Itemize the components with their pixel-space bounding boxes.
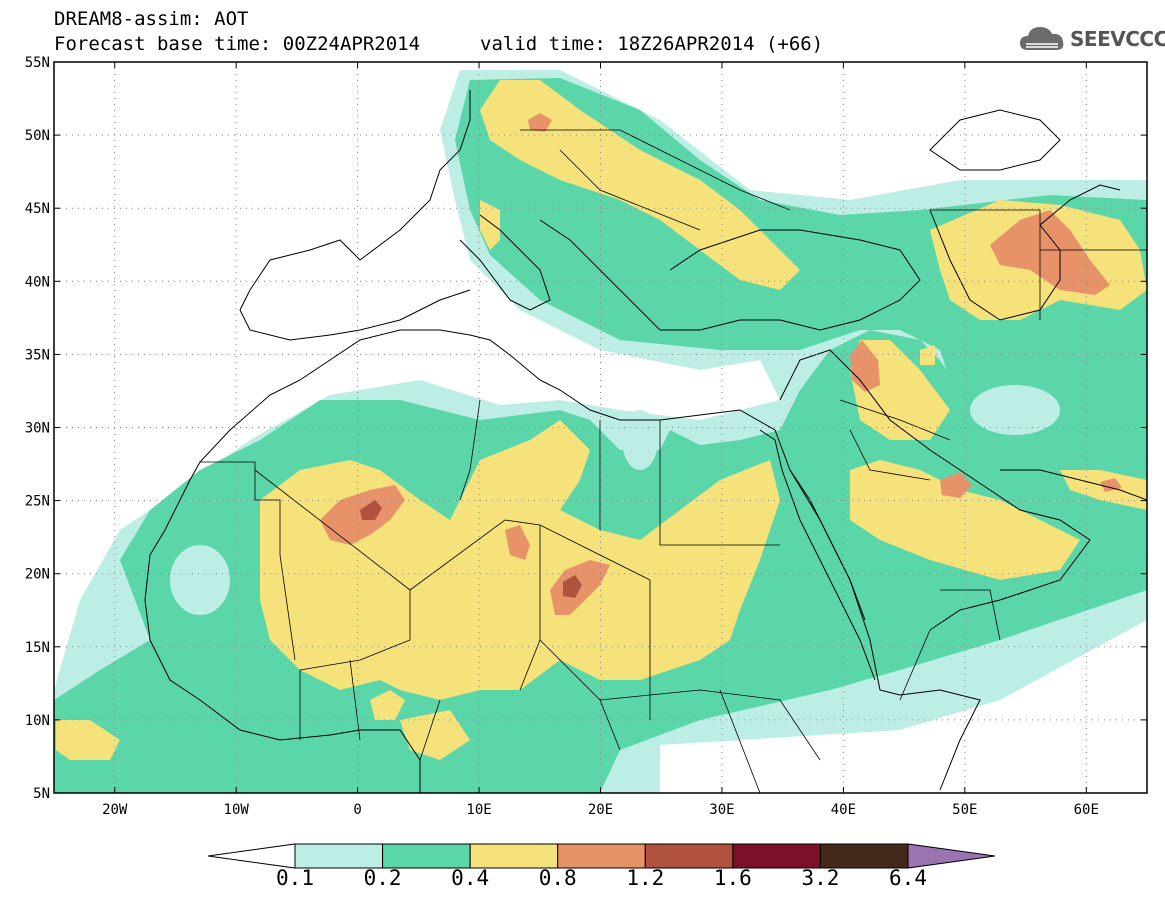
lon-label: 20W [102,802,128,818]
colorbar-segment [819,843,909,869]
colorbar-high-arrow [907,843,996,869]
lat-label: 15N [25,640,50,656]
lat-label: 10N [25,713,50,729]
lat-label: 40N [25,274,50,290]
lat-label: 25N [25,494,50,510]
country-borders [200,129,1147,793]
aot-contours [54,70,1147,793]
colorbar [207,843,996,869]
lat-label: 55N [25,55,50,71]
lon-label: 60E [1074,802,1099,818]
colorbar-segment [294,843,384,869]
valid-time: valid time: 18Z26APR2014 (+66) [480,33,824,55]
lat-label: 5N [33,786,50,802]
cloud-icon [1020,27,1064,50]
graticule [54,62,1147,793]
lat-label: 45N [25,201,50,217]
forecast-base-time: Forecast base time: 00Z24APR2014 [54,33,421,55]
colorbar-low-arrow [207,843,296,869]
coastlines [144,90,1147,793]
lat-label: 20N [25,567,50,583]
colorbar-segment [557,843,646,869]
longitude-labels: 20W 10W 0 10E 20E 30E 40E 50E 60E [102,62,1099,818]
lat-label: 50N [25,128,50,144]
colorbar-segment [732,843,821,869]
colorbar-label: 0.1 [276,866,314,890]
colorbar-label: 6.4 [889,866,927,890]
aot-level-1.2 [360,500,582,598]
colorbar-label: 0.8 [538,866,577,890]
latitude-labels: 55N 50N 45N 40N 35N 30N 25N 20N 15N 10N 5N [25,55,1147,802]
colorbar-segment [644,843,734,869]
lon-label: 40E [831,802,856,818]
lon-label: 30E [709,802,734,818]
seevccc-logo: SEEVCCC [1018,22,1165,56]
colorbar-label: 0.4 [451,866,490,890]
lon-label: 0 [353,802,361,818]
map-title: DREAM8-assim: AOT [54,8,249,30]
colorbar-segment [469,843,559,869]
lat-label: 30N [25,421,50,437]
logo-text: SEEVCCC [1070,27,1165,51]
lat-label: 35N [25,347,50,363]
colorbar-label: 1.2 [626,866,665,890]
lon-label: 10E [466,802,491,818]
lon-label: 50E [952,802,977,818]
lon-label: 20E [588,802,613,818]
lon-label: 10W [224,802,250,818]
colorbar-label: 0.2 [363,866,402,890]
colorbar-label: 1.6 [713,866,752,890]
colorbar-segment [382,843,471,869]
colorbar-label: 3.2 [801,866,840,890]
